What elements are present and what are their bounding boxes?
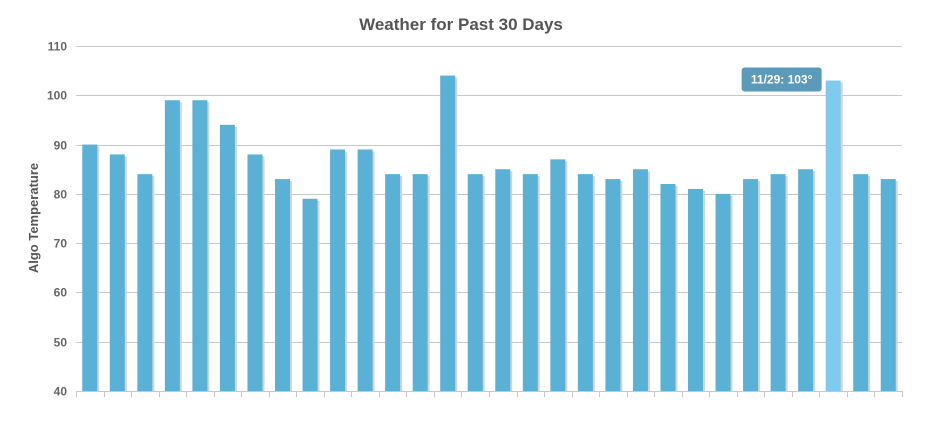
y-tick-label: 90 — [54, 139, 68, 153]
bar[interactable] — [770, 174, 786, 391]
y-tick-label: 80 — [54, 188, 68, 202]
tooltip-box — [739, 65, 824, 94]
bar[interactable] — [522, 174, 538, 391]
bar[interactable] — [192, 100, 208, 391]
chart-title: Weather for Past 30 Days — [359, 15, 563, 34]
y-tick-label: 50 — [54, 336, 68, 350]
bar[interactable] — [385, 174, 401, 391]
tooltip: 11/29: 103° — [739, 65, 824, 94]
bar[interactable] — [825, 80, 841, 392]
bar[interactable] — [82, 144, 98, 391]
y-tick-label: 70 — [54, 237, 68, 251]
bar[interactable] — [247, 154, 263, 391]
y-tick-label: 100 — [47, 89, 67, 103]
bar[interactable] — [660, 184, 676, 391]
bar[interactable] — [880, 179, 896, 391]
y-axis-label: Algo Temperature — [26, 163, 41, 273]
bars — [82, 75, 898, 392]
bar[interactable] — [275, 179, 290, 391]
bar[interactable] — [137, 174, 153, 391]
bar[interactable] — [743, 179, 759, 391]
bar[interactable] — [688, 188, 703, 391]
bar[interactable] — [330, 149, 346, 392]
bar[interactable] — [109, 154, 125, 391]
grid-lines — [76, 46, 902, 392]
y-axis-ticks: 40 50 60 70 80 90 100 110 — [47, 40, 67, 399]
y-tick-label: 40 — [54, 385, 68, 399]
bar[interactable] — [357, 149, 373, 392]
bar[interactable] — [440, 75, 456, 392]
bar[interactable] — [798, 169, 814, 391]
bar[interactable] — [715, 193, 731, 391]
bar[interactable] — [412, 174, 428, 391]
bar[interactable] — [302, 198, 318, 391]
bar[interactable] — [605, 179, 621, 391]
bar[interactable] — [550, 159, 566, 391]
bar[interactable] — [219, 124, 235, 391]
y-tick-label: 110 — [48, 40, 68, 54]
bar[interactable] — [495, 169, 511, 391]
tooltip-label: 11/29: 103° — [751, 73, 813, 87]
bar[interactable] — [853, 174, 869, 391]
y-tick-label: 60 — [54, 286, 68, 300]
bar[interactable] — [164, 100, 180, 391]
bar[interactable] — [577, 174, 593, 391]
bar[interactable] — [467, 174, 483, 391]
bar[interactable] — [632, 169, 648, 391]
x-axis-ticks — [76, 391, 903, 397]
